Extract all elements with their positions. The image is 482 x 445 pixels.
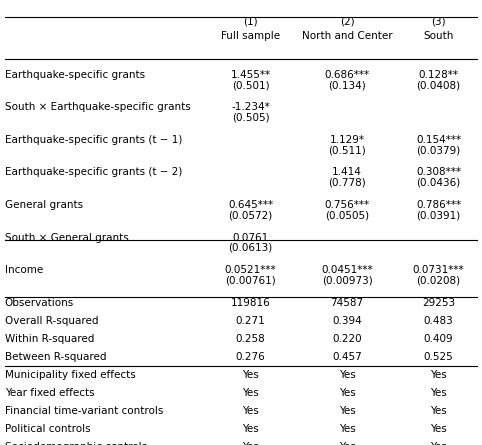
Text: Sociodemographic controls: Sociodemographic controls: [5, 442, 147, 445]
Text: 0.0451***: 0.0451***: [321, 265, 373, 275]
Text: 74587: 74587: [331, 298, 363, 307]
Text: Yes: Yes: [242, 442, 259, 445]
Text: 0.457: 0.457: [332, 352, 362, 362]
Text: Earthquake-specific grants: Earthquake-specific grants: [5, 70, 145, 80]
Text: Yes: Yes: [430, 424, 447, 434]
Text: (0.0613): (0.0613): [228, 243, 273, 253]
Text: Overall R-squared: Overall R-squared: [5, 316, 98, 326]
Text: 29253: 29253: [422, 298, 455, 307]
Text: Yes: Yes: [339, 388, 355, 398]
Text: Within R-squared: Within R-squared: [5, 334, 94, 344]
Text: 0.525: 0.525: [424, 352, 454, 362]
Text: (0.00973): (0.00973): [321, 275, 373, 285]
Text: Yes: Yes: [339, 442, 355, 445]
Text: Yes: Yes: [242, 370, 259, 380]
Text: 0.786***: 0.786***: [416, 200, 461, 210]
Text: 1.455**: 1.455**: [230, 70, 271, 80]
Text: 0.258: 0.258: [236, 334, 266, 344]
Text: Full sample: Full sample: [221, 32, 280, 41]
Text: South × Earthquake-specific grants: South × Earthquake-specific grants: [5, 102, 190, 112]
Text: (2): (2): [340, 16, 354, 26]
Text: Yes: Yes: [339, 424, 355, 434]
Text: (0.505): (0.505): [232, 113, 269, 123]
Text: 119816: 119816: [231, 298, 270, 307]
Text: Yes: Yes: [242, 388, 259, 398]
Text: (0.511): (0.511): [328, 145, 366, 155]
Text: North and Center: North and Center: [302, 32, 392, 41]
Text: (0.501): (0.501): [232, 80, 269, 90]
Text: Yes: Yes: [430, 388, 447, 398]
Text: 0.394: 0.394: [332, 316, 362, 326]
Text: (0.0436): (0.0436): [416, 178, 461, 188]
Text: Yes: Yes: [339, 406, 355, 416]
Text: 0.686***: 0.686***: [324, 70, 370, 80]
Text: (0.0379): (0.0379): [416, 145, 461, 155]
Text: South: South: [423, 32, 454, 41]
Text: Municipality fixed effects: Municipality fixed effects: [5, 370, 135, 380]
Text: (0.0408): (0.0408): [416, 80, 461, 90]
Text: Observations: Observations: [5, 298, 74, 307]
Text: Income: Income: [5, 265, 43, 275]
Text: 0.154***: 0.154***: [416, 135, 461, 145]
Text: Yes: Yes: [242, 424, 259, 434]
Text: (0.0572): (0.0572): [228, 210, 273, 220]
Text: Financial time-variant controls: Financial time-variant controls: [5, 406, 163, 416]
Text: South × General grants: South × General grants: [5, 233, 129, 243]
Text: (0.0208): (0.0208): [416, 275, 461, 285]
Text: 1.129*: 1.129*: [330, 135, 364, 145]
Text: 0.128**: 0.128**: [419, 70, 458, 80]
Text: 0.271: 0.271: [236, 316, 266, 326]
Text: 0.0521***: 0.0521***: [225, 265, 277, 275]
Text: (3): (3): [431, 16, 446, 26]
Text: 0.220: 0.220: [332, 334, 362, 344]
Text: 1.414: 1.414: [332, 167, 362, 178]
Text: 0.0731***: 0.0731***: [413, 265, 465, 275]
Text: (1): (1): [243, 16, 258, 26]
Text: -1.234*: -1.234*: [231, 102, 270, 112]
Text: Yes: Yes: [430, 442, 447, 445]
Text: Between R-squared: Between R-squared: [5, 352, 107, 362]
Text: (0.0391): (0.0391): [416, 210, 461, 220]
Text: 0.276: 0.276: [236, 352, 266, 362]
Text: Yes: Yes: [242, 406, 259, 416]
Text: Political controls: Political controls: [5, 424, 91, 434]
Text: General grants: General grants: [5, 200, 83, 210]
Text: Yes: Yes: [430, 406, 447, 416]
Text: Yes: Yes: [430, 370, 447, 380]
Text: (0.0505): (0.0505): [325, 210, 369, 220]
Text: (0.134): (0.134): [328, 80, 366, 90]
Text: 0.409: 0.409: [424, 334, 454, 344]
Text: 0.756***: 0.756***: [324, 200, 370, 210]
Text: (0.778): (0.778): [328, 178, 366, 188]
Text: (0.00761): (0.00761): [225, 275, 276, 285]
Text: 0.0761: 0.0761: [232, 233, 269, 243]
Text: Yes: Yes: [339, 370, 355, 380]
Text: 0.308***: 0.308***: [416, 167, 461, 178]
Text: Earthquake-specific grants (t − 2): Earthquake-specific grants (t − 2): [5, 167, 182, 178]
Text: Earthquake-specific grants (t − 1): Earthquake-specific grants (t − 1): [5, 135, 182, 145]
Text: 0.483: 0.483: [424, 316, 454, 326]
Text: Year fixed effects: Year fixed effects: [5, 388, 94, 398]
Text: 0.645***: 0.645***: [228, 200, 273, 210]
